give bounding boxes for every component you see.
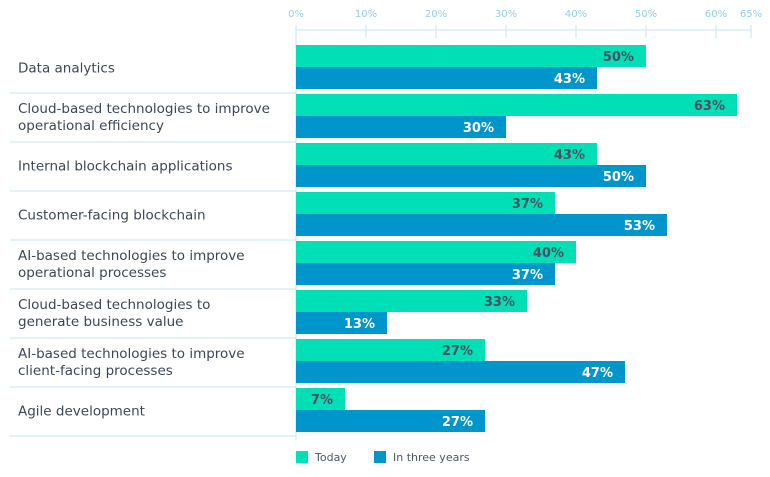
category-label: Data analytics [18,61,115,77]
data-label: 53% [624,219,655,234]
data-label: 7% [311,393,333,408]
category-label: generate business value [18,314,183,330]
bar-today [296,192,555,214]
data-label: 43% [554,72,585,87]
category-label: Agile development [18,404,145,420]
data-label: 27% [442,415,473,430]
category-label: Customer-facing blockchain [18,208,206,224]
bar-today [296,339,485,361]
data-label: 13% [344,317,375,332]
category-label: AI-based technologies to improve [18,346,245,362]
x-tick-label: 30% [495,9,517,20]
data-label: 63% [694,99,725,114]
x-tick-label: 20% [425,9,447,20]
category-label: operational efficiency [18,118,164,134]
category-label: Internal blockchain applications [18,159,233,175]
category-label: Cloud-based technologies to improve [18,101,270,117]
category-label: operational processes [18,265,166,281]
legend-label: In three years [393,451,470,464]
bar-in-three-years [296,165,646,187]
data-label: 33% [484,295,515,310]
data-label: 50% [603,50,634,65]
data-label: 43% [554,148,585,163]
bar-in-three-years [296,410,485,432]
x-tick-label: 10% [355,9,377,20]
bar-in-three-years [296,67,597,89]
x-tick-label: 65% [740,9,762,20]
data-label: 37% [512,268,543,283]
bar-in-three-years [296,312,387,334]
bar-today [296,143,597,165]
data-label: 50% [603,170,634,185]
bar-in-three-years [296,214,667,236]
data-label: 37% [512,197,543,212]
bar-today [296,290,527,312]
x-tick-label: 0% [288,9,304,20]
bar-today [296,45,646,67]
x-tick-label: 40% [565,9,587,20]
bar-today [296,388,345,410]
bar-in-three-years [296,263,555,285]
data-label: 40% [533,246,564,261]
legend-swatch [374,451,386,463]
data-label: 27% [442,344,473,359]
x-tick-label: 60% [705,9,727,20]
data-label: 30% [463,121,494,136]
category-label: AI-based technologies to improve [18,248,245,264]
bar-today [296,94,737,116]
bar-today [296,241,576,263]
legend-swatch [296,451,308,463]
data-label: 47% [582,366,613,381]
x-tick-label: 50% [635,9,657,20]
bar-in-three-years [296,361,625,383]
bar-in-three-years [296,116,506,138]
legend-label: Today [314,451,347,464]
category-label: client-facing processes [18,363,173,379]
category-label: Cloud-based technologies to [18,297,210,313]
